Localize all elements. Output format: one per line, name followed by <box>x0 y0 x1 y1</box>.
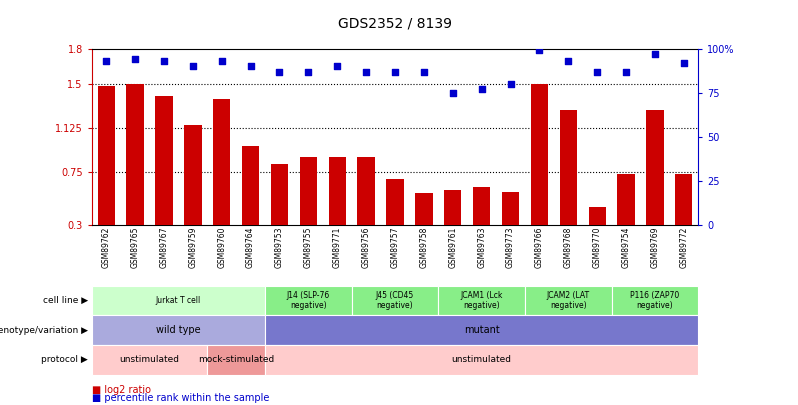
Text: Jurkat T cell: Jurkat T cell <box>156 296 201 305</box>
Text: J45 (CD45
negative): J45 (CD45 negative) <box>376 291 414 310</box>
Bar <box>184 125 202 225</box>
Point <box>128 56 141 62</box>
Text: J14 (SLP-76
negative): J14 (SLP-76 negative) <box>286 291 330 310</box>
Point <box>649 51 662 57</box>
Bar <box>531 84 548 225</box>
Bar <box>588 207 606 225</box>
Point <box>533 47 546 53</box>
Text: ■ percentile rank within the sample: ■ percentile rank within the sample <box>92 393 269 403</box>
Bar <box>559 110 577 225</box>
Point <box>678 60 690 66</box>
Bar <box>444 190 461 225</box>
Bar <box>126 84 144 225</box>
Bar <box>675 174 693 225</box>
Bar <box>415 193 433 225</box>
Point <box>476 86 488 92</box>
Text: JCAM2 (LAT
negative): JCAM2 (LAT negative) <box>547 291 590 310</box>
Bar <box>646 110 664 225</box>
Text: unstimulated: unstimulated <box>120 355 180 364</box>
Bar <box>358 157 375 225</box>
Point <box>562 58 575 64</box>
Bar <box>618 174 634 225</box>
Text: ■ log2 ratio: ■ log2 ratio <box>92 385 151 394</box>
Point <box>187 63 200 70</box>
Point <box>273 68 286 75</box>
Point <box>244 63 257 70</box>
Bar <box>156 96 172 225</box>
Point <box>620 68 633 75</box>
Text: GDS2352 / 8139: GDS2352 / 8139 <box>338 16 452 30</box>
Text: mutant: mutant <box>464 325 500 335</box>
Point <box>360 68 373 75</box>
Text: P116 (ZAP70
negative): P116 (ZAP70 negative) <box>630 291 680 310</box>
Bar <box>502 192 519 225</box>
Text: genotype/variation ▶: genotype/variation ▶ <box>0 326 88 335</box>
Text: unstimulated: unstimulated <box>452 355 512 364</box>
Bar <box>97 86 115 225</box>
Text: protocol ▶: protocol ▶ <box>41 355 88 364</box>
Point <box>417 68 430 75</box>
Bar <box>271 164 288 225</box>
Point <box>446 90 459 96</box>
Point <box>504 81 517 87</box>
Text: mock-stimulated: mock-stimulated <box>198 355 275 364</box>
Text: cell line ▶: cell line ▶ <box>42 296 88 305</box>
Point <box>389 68 401 75</box>
Text: wild type: wild type <box>156 325 201 335</box>
Bar <box>473 187 490 225</box>
Point <box>100 58 113 64</box>
Bar <box>329 157 346 225</box>
Bar <box>386 179 404 225</box>
Text: JCAM1 (Lck
negative): JCAM1 (Lck negative) <box>460 291 503 310</box>
Point <box>157 58 170 64</box>
Bar <box>242 146 259 225</box>
Point <box>215 58 228 64</box>
Bar <box>300 157 317 225</box>
Bar <box>213 99 231 225</box>
Point <box>591 68 603 75</box>
Point <box>302 68 314 75</box>
Point <box>331 63 344 70</box>
